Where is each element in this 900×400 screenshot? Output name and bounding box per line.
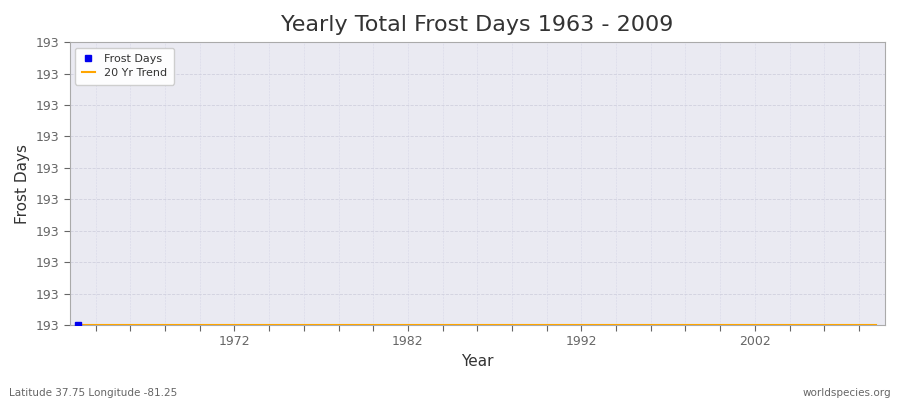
Title: Yearly Total Frost Days 1963 - 2009: Yearly Total Frost Days 1963 - 2009 [281, 15, 673, 35]
Text: worldspecies.org: worldspecies.org [803, 388, 891, 398]
Y-axis label: Frost Days: Frost Days [15, 144, 30, 224]
Legend: Frost Days, 20 Yr Trend: Frost Days, 20 Yr Trend [76, 48, 174, 84]
Text: Latitude 37.75 Longitude -81.25: Latitude 37.75 Longitude -81.25 [9, 388, 177, 398]
X-axis label: Year: Year [461, 354, 493, 369]
